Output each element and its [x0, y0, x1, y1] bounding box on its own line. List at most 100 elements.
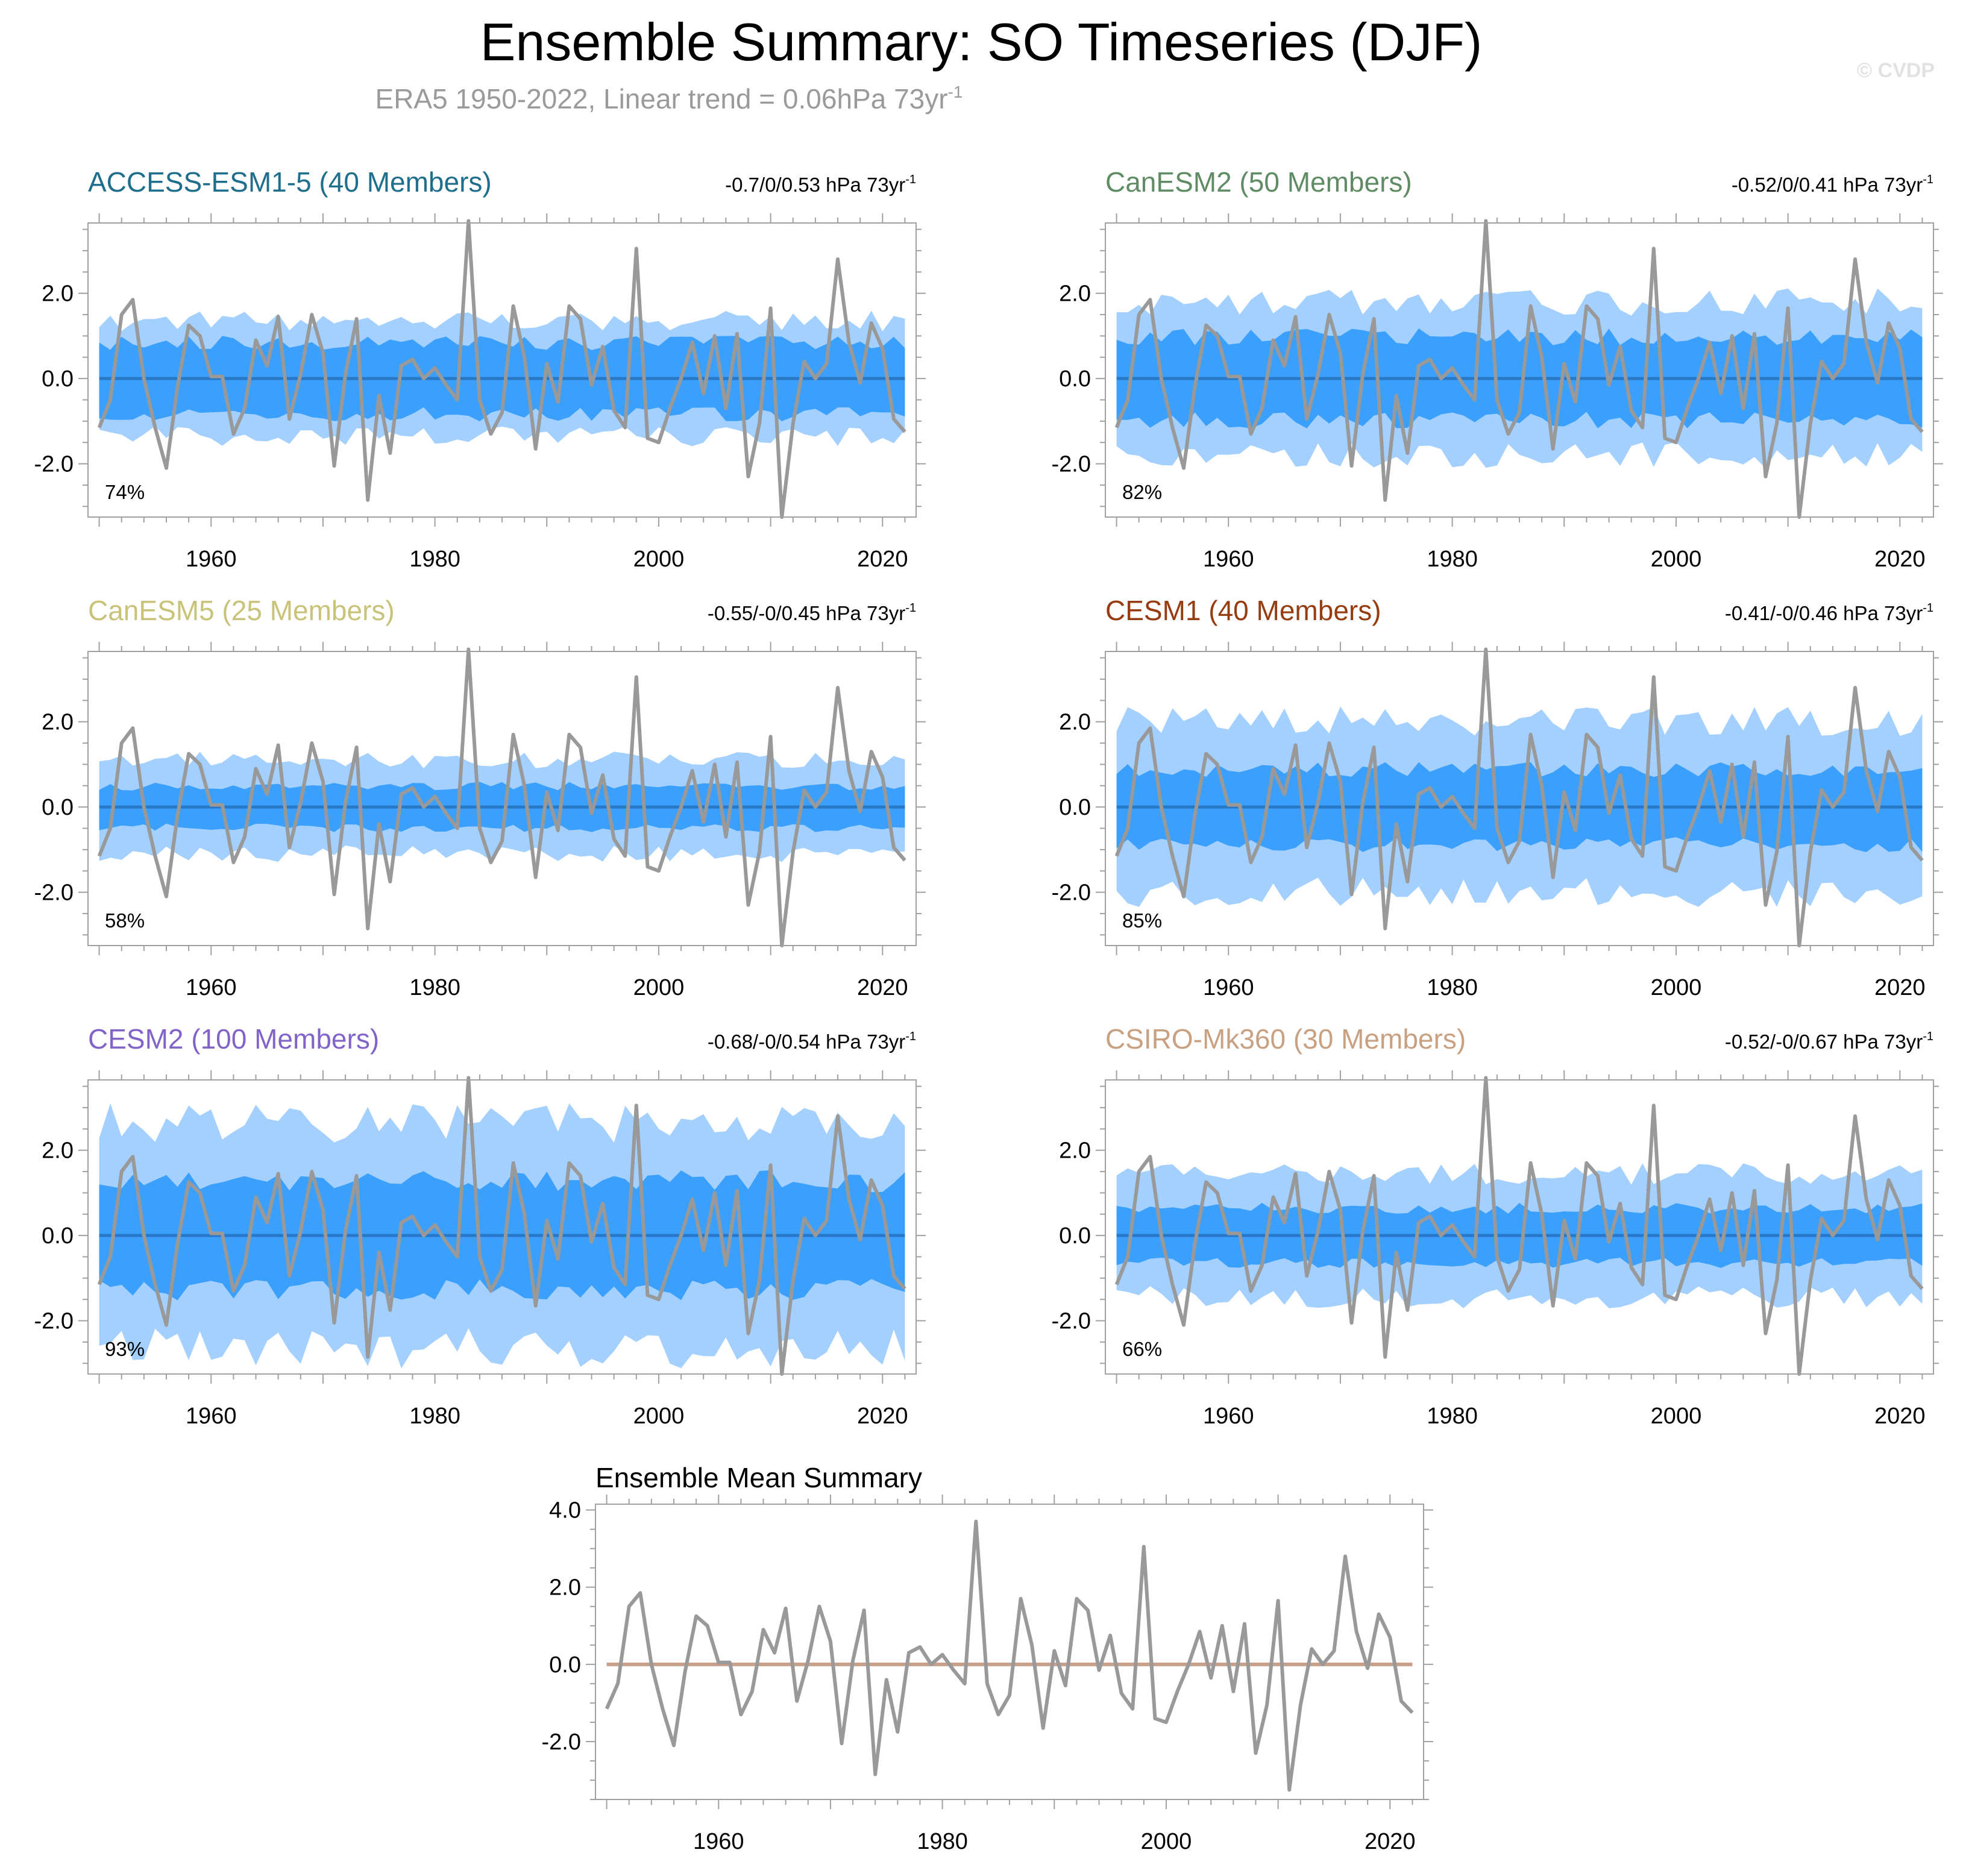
panel-5-ytick-label: -2.0 — [34, 1309, 74, 1334]
panel-4-range-sup: -1 — [1923, 601, 1933, 615]
panel-4-title: CESM1 (40 Members) — [1105, 595, 1381, 626]
panel-6: 1960 1980 2000 2020 -2.0 0.0 2.0 CSIRO-Mk360 (3… — [1052, 1023, 1943, 1429]
panel-2-observed-line — [1114, 219, 1924, 519]
panel-4-xtick-label: 1980 — [1427, 975, 1478, 1000]
panel-1-range-sup: -1 — [905, 173, 916, 186]
panel-5-range-sup: -1 — [905, 1030, 916, 1043]
panel-1-observed-line — [97, 219, 906, 519]
mean-summary-xtick-label: 1980 — [917, 1829, 968, 1854]
panel-4-xtick-label: 1960 — [1203, 975, 1254, 1000]
panel-6-range-text: -0.52/-0/0.67 hPa 73yr — [1725, 1031, 1923, 1053]
panels-group: 1960 1980 2000 2020 -2.0 0.0 2.0 ACCESS-ESM1-5 … — [34, 166, 1943, 1429]
panel-2-ytick-label: -2.0 — [1052, 452, 1091, 477]
panel-2-title: CanESM2 (50 Members) — [1105, 166, 1412, 198]
mean-summary-ytick-label: -2.0 — [542, 1730, 581, 1755]
panel-5-xtick-label: 1960 — [186, 1404, 237, 1429]
panel-4-xtick-label: 2020 — [1874, 975, 1926, 1000]
panel-1-xtick-label: 1960 — [186, 547, 237, 572]
mean-summary-xtick-label: 2000 — [1141, 1829, 1192, 1854]
figure-title: Ensemble Summary: SO Timeseries (DJF) — [480, 12, 1483, 72]
panel-3-xtick-label: 1980 — [409, 975, 460, 1000]
panel-5-xtick-label: 1980 — [409, 1404, 460, 1429]
figure-subtitle-sup: -1 — [948, 83, 963, 101]
panel-4-xtick-label: 2000 — [1651, 975, 1702, 1000]
panel-2: 1960 1980 2000 2020 -2.0 0.0 2.0 CanESM2 (50 Me… — [1052, 166, 1943, 572]
copyright-label: © CVDP — [1857, 59, 1935, 82]
mean-summary-ytick-label: 4.0 — [549, 1498, 581, 1523]
panel-4-ytick-label: -2.0 — [1052, 880, 1091, 906]
panel-5-ytick-label: 0.0 — [42, 1223, 74, 1249]
mean-summary-ytick-label: 0.0 — [549, 1652, 581, 1678]
panel-6-range-label: -0.52/-0/0.67 hPa 73yr-1 — [1725, 1030, 1933, 1053]
panel-3-range-sup: -1 — [905, 601, 916, 615]
panel-1-range-label: -0.7/0/0.53 hPa 73yr-1 — [725, 173, 916, 196]
panel-2-xtick-label: 2020 — [1874, 547, 1926, 572]
panel-1-ytick-label: 2.0 — [42, 281, 74, 307]
panel-5-title: CESM2 (100 Members) — [88, 1023, 379, 1055]
panel-2-percent-label: 82% — [1122, 481, 1162, 503]
panel-6-title: CSIRO-Mk360 (30 Members) — [1105, 1023, 1466, 1055]
panel-2-xtick-label: 1980 — [1427, 547, 1478, 572]
panel-2-xtick-label: 2000 — [1651, 547, 1702, 572]
panel-6-xtick-label: 1980 — [1427, 1404, 1478, 1429]
panel-2-ytick-label: 0.0 — [1059, 366, 1091, 392]
panel-6-ytick-label: 2.0 — [1059, 1138, 1091, 1164]
panel-2-range-text: -0.52/0/0.41 hPa 73yr — [1732, 174, 1923, 196]
panel-3-range-label: -0.55/-0/0.45 hPa 73yr-1 — [708, 601, 916, 624]
panel-2-range-label: -0.52/0/0.41 hPa 73yr-1 — [1732, 173, 1933, 196]
panel-2-ytick-label: 2.0 — [1059, 281, 1091, 307]
panel-1-xtick-label: 2000 — [633, 547, 685, 572]
panel-3-ytick-label: -2.0 — [34, 880, 74, 906]
panel-5: 1960 1980 2000 2020 -2.0 0.0 2.0 CESM2 (100 Mem… — [34, 1023, 926, 1429]
panel-3-ytick-label: 0.0 — [42, 795, 74, 820]
panel-1-ytick-label: -2.0 — [34, 452, 74, 477]
panel-3-range-text: -0.55/-0/0.45 hPa 73yr — [708, 602, 905, 624]
panel-4-range-label: -0.41/-0/0.46 hPa 73yr-1 — [1725, 601, 1933, 624]
figure-subtitle: ERA5 1950-2022, Linear trend = 0.06hPa 7… — [375, 83, 963, 115]
panel-3-ytick-label: 2.0 — [42, 710, 74, 735]
panel-4-range-text: -0.41/-0/0.46 hPa 73yr — [1725, 602, 1923, 624]
ensemble-mean-panel: 1960 1980 2000 2020 -2.0 0.0 2.0 4.0 Ensemble Me… — [542, 1462, 1433, 1854]
panel-3: 1960 1980 2000 2020 -2.0 0.0 2.0 CanESM5 (25 Me… — [34, 595, 926, 1000]
panel-3-xtick-label: 2020 — [857, 975, 908, 1000]
mean-summary-title: Ensemble Mean Summary — [595, 1462, 922, 1493]
panel-3-observed-line — [97, 647, 906, 947]
panel-1-ytick-label: 0.0 — [42, 366, 74, 392]
panel-4-ytick-label: 2.0 — [1059, 710, 1091, 735]
panel-3-xtick-label: 1960 — [186, 975, 237, 1000]
panel-4: 1960 1980 2000 2020 -2.0 0.0 2.0 CESM1 (40 Memb… — [1052, 595, 1943, 1000]
mean-summary-ytick-label: 2.0 — [549, 1575, 581, 1601]
panel-1-percent-label: 74% — [105, 481, 145, 503]
panel-6-xtick-label: 2000 — [1651, 1404, 1702, 1429]
panel-4-ytick-label: 0.0 — [1059, 795, 1091, 820]
panel-6-percent-label: 66% — [1122, 1338, 1162, 1360]
panel-6-xtick-label: 1960 — [1203, 1404, 1254, 1429]
panel-5-range-label: -0.68/-0/0.54 hPa 73yr-1 — [708, 1030, 916, 1053]
panel-4-percent-label: 85% — [1122, 909, 1162, 932]
panel-6-ytick-label: 0.0 — [1059, 1223, 1091, 1249]
panel-5-range-text: -0.68/-0/0.54 hPa 73yr — [708, 1031, 905, 1053]
panel-3-title: CanESM5 (25 Members) — [88, 595, 395, 626]
panel-1-xtick-label: 1980 — [409, 547, 460, 572]
panel-2-range-sup: -1 — [1923, 173, 1933, 186]
figure-subtitle-text: ERA5 1950-2022, Linear trend = 0.06hPa 7… — [375, 83, 948, 115]
panel-1-title: ACCESS-ESM1-5 (40 Members) — [88, 166, 492, 198]
panel-1-range-text: -0.7/0/0.53 hPa 73yr — [725, 174, 905, 196]
panel-5-ytick-label: 2.0 — [42, 1138, 74, 1164]
panel-5-xtick-label: 2020 — [857, 1404, 908, 1429]
panel-4-observed-line — [1114, 647, 1924, 947]
panel-6-xtick-label: 2020 — [1874, 1404, 1926, 1429]
mean-summary-frame — [595, 1504, 1424, 1800]
panel-5-observed-line — [97, 1076, 906, 1376]
panel-1: 1960 1980 2000 2020 -2.0 0.0 2.0 ACCESS-ESM1-5 … — [34, 166, 926, 572]
mean-summary-xtick-label: 1960 — [693, 1829, 744, 1854]
panel-2-xtick-label: 1960 — [1203, 547, 1254, 572]
panel-3-xtick-label: 2000 — [633, 975, 685, 1000]
panel-6-range-sup: -1 — [1923, 1030, 1933, 1043]
panel-6-observed-line — [1114, 1076, 1924, 1376]
mean-summary-xtick-label: 2020 — [1365, 1829, 1416, 1854]
panel-5-xtick-label: 2000 — [633, 1404, 685, 1429]
panel-1-xtick-label: 2020 — [857, 547, 908, 572]
panel-3-percent-label: 58% — [105, 909, 145, 932]
